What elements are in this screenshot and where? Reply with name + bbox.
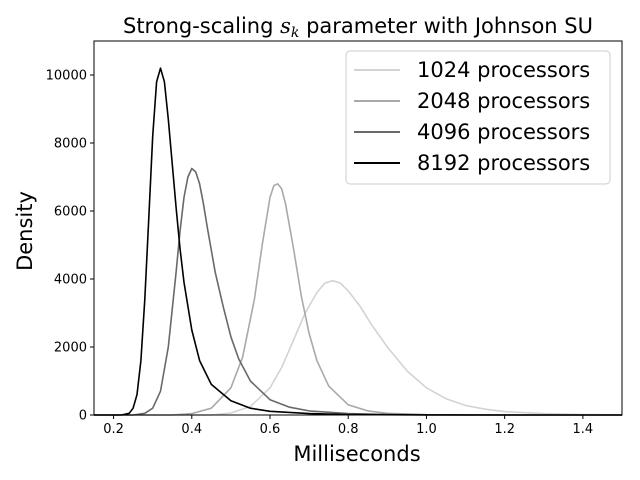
plot-area: 0.2 0.4 0.6 0.8 1.0 1.2 1.4 0 2000 4000 6000 8000 10…: [46, 40, 623, 437]
legend-label: 4096 processors: [417, 120, 590, 144]
legend-label: 8192 processors: [417, 151, 590, 175]
y-tick-label: 2000: [54, 341, 87, 356]
title-subscript: k: [291, 25, 299, 41]
series-line-4: [94, 67, 622, 416]
x-tick-label: 0.4: [181, 422, 202, 437]
series-line-2: [94, 183, 623, 416]
title-symbol: s: [280, 14, 291, 38]
x-tick-label: 1.4: [573, 422, 594, 437]
series-line-1: [94, 279, 623, 416]
y-tick-label: 0: [79, 409, 87, 424]
y-tick-label: 4000: [54, 273, 87, 288]
x-axis-label: Milliseconds: [293, 442, 420, 466]
chart-title: Strong-scaling sk parameter with Johnson…: [123, 14, 593, 41]
legend-box: [345, 50, 611, 185]
legend-label: 2048 processors: [417, 89, 590, 113]
series-line-3: [94, 167, 622, 416]
y-tick-label: 10000: [46, 69, 87, 84]
plot-frame: [93, 40, 623, 416]
x-tick-label: 0.8: [338, 422, 359, 437]
y-axis-label: Density: [13, 191, 37, 271]
x-tick-label: 1.2: [494, 422, 515, 437]
legend: 1024 processors 2048 processors 4096 proce…: [345, 50, 611, 185]
legend-label: 1024 processors: [417, 58, 590, 82]
x-tick-label: 0.2: [103, 422, 124, 437]
x-tick-label: 0.6: [260, 422, 281, 437]
y-tick-label: 8000: [54, 137, 87, 152]
x-tick-label: 1.0: [416, 422, 437, 437]
y-tick-label: 6000: [54, 205, 87, 220]
